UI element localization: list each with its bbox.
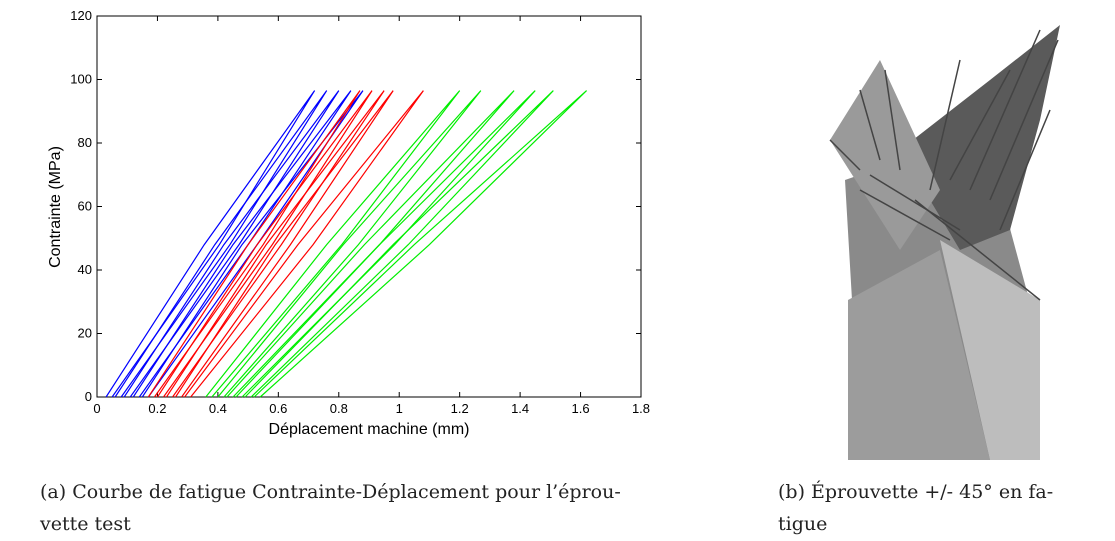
x-tick-label: 1 bbox=[396, 401, 403, 416]
y-tick-label: 20 bbox=[78, 326, 92, 341]
data-line bbox=[205, 90, 461, 398]
data-line bbox=[123, 90, 340, 398]
caption-line: (a) Courbe de fatigue Contrainte-Déplace… bbox=[40, 481, 621, 503]
y-tick-label: 100 bbox=[70, 72, 92, 87]
y-tick-label: 80 bbox=[78, 135, 92, 150]
x-tick-label: 0.2 bbox=[148, 401, 166, 416]
y-tick-label: 0 bbox=[85, 389, 92, 404]
x-tick-label: 1.8 bbox=[632, 401, 650, 416]
x-tick-label: 0 bbox=[93, 401, 100, 416]
data-line bbox=[166, 90, 385, 398]
data-line bbox=[184, 90, 424, 398]
data-line bbox=[105, 90, 316, 398]
data-line bbox=[132, 90, 352, 398]
data-line bbox=[114, 90, 328, 398]
plot: 0 0.2 0.4 0.6 0.8 1 1.2 1.4 1.6 1.8 0 20 40 60 80 100 12… bbox=[70, 8, 650, 416]
x-tick-label: 1.2 bbox=[451, 401, 469, 416]
x-tick-label: 0.6 bbox=[269, 401, 287, 416]
data-line bbox=[147, 90, 361, 398]
data-line bbox=[156, 90, 373, 398]
photo bbox=[829, 25, 1060, 460]
caption-line: (b) Éprouvette +/- 45° en fa- bbox=[778, 480, 1053, 503]
data-line bbox=[141, 90, 364, 398]
x-tick-label: 1.4 bbox=[511, 401, 529, 416]
x-tick-label: 1.6 bbox=[572, 401, 590, 416]
plot-frame bbox=[96, 15, 642, 398]
caption-line: tigue bbox=[778, 513, 827, 535]
data-line bbox=[175, 90, 394, 398]
x-axis-label: Déplacement machine (mm) bbox=[269, 421, 470, 438]
y-tick-label: 60 bbox=[78, 199, 92, 214]
caption-line: vette test bbox=[39, 513, 131, 535]
data-line bbox=[253, 90, 588, 398]
x-tick-label: 0.4 bbox=[209, 401, 227, 416]
y-tick-label: 120 bbox=[70, 8, 92, 23]
data-line bbox=[244, 90, 554, 398]
data-line bbox=[217, 90, 482, 398]
data-line bbox=[226, 90, 515, 398]
y-tick-label: 40 bbox=[78, 262, 92, 277]
y-axis-label: Contrainte (MPa) bbox=[47, 146, 64, 268]
x-tick-label: 0.8 bbox=[330, 401, 348, 416]
